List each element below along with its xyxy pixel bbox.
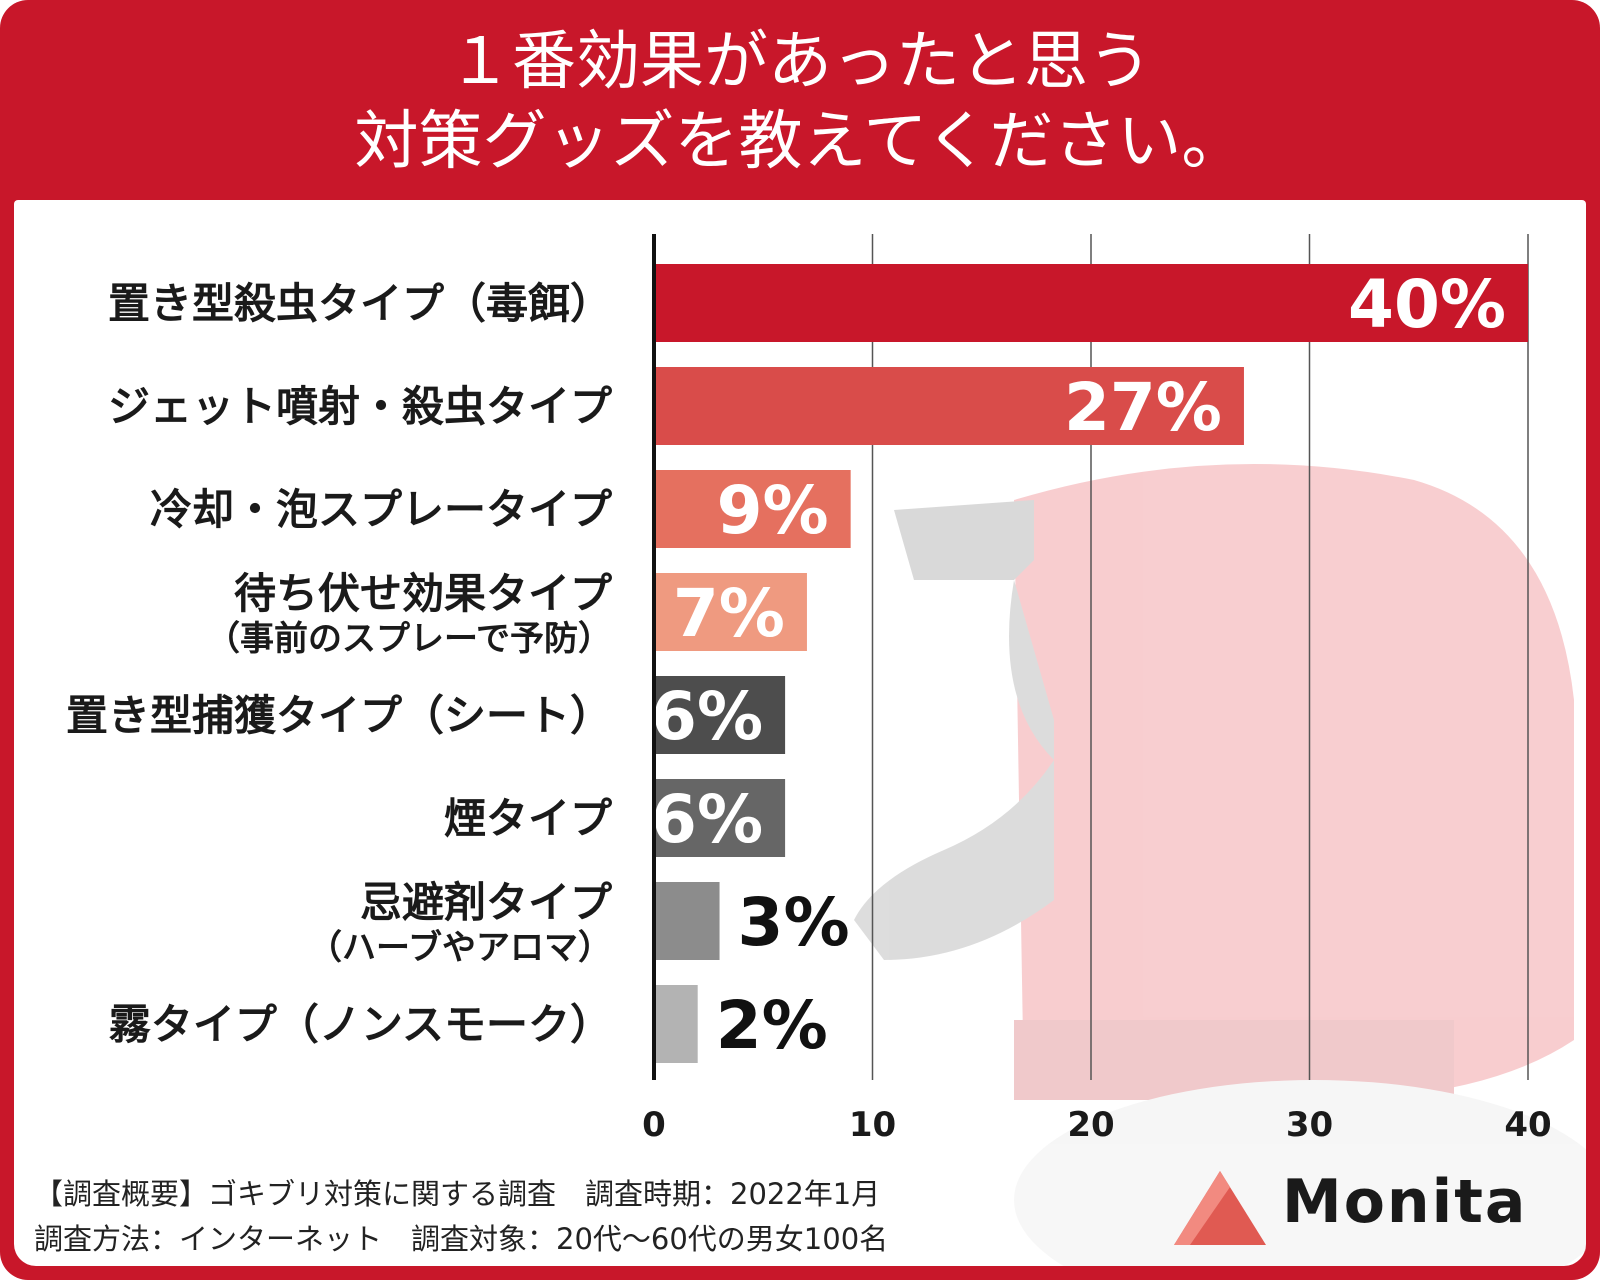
spray-bottle-illustration [854,464,1586,1266]
survey-method-line: 調査方法：インターネット 調査対象：20代〜60代の男女100名 [34,1222,889,1256]
value-label: 40% [1348,266,1506,343]
category-sublabel: （ハーブやアロマ） [308,928,612,968]
category-label: 待ち伏せ効果タイプ [234,569,612,618]
category-label: 置き型捕獲タイプ（シート） [66,691,612,740]
value-label: 2% [716,987,828,1064]
brand-logo: Monita [1160,1163,1570,1253]
category-label: 忌避剤タイプ [360,878,612,927]
bar [654,573,807,651]
bar [654,264,1528,342]
chart-panel: 0 10 20 30 40 置き型殺虫タイプ（毒餌） 40% ジェット噴射・殺虫タイプ 27% 冷… [14,200,1586,1266]
category-label: 置き型殺虫タイプ（毒餌） [108,279,612,328]
value-label: 6% [651,781,763,858]
value-label: 9% [717,472,829,549]
brand-name: Monita [1282,1167,1528,1237]
chart-title: １番効果があったと思う 対策グッズを教えてください。 [354,25,1246,179]
x-tick-label: 40 [1504,1105,1551,1145]
x-tick-label: 20 [1067,1105,1114,1145]
x-tick-label: 10 [849,1105,896,1145]
category-label: 煙タイプ [444,794,612,843]
bar-chart: 0 10 20 30 40 置き型殺虫タイプ（毒餌） 40% ジェット噴射・殺虫タイプ 27% 冷… [66,234,1552,1145]
bar [654,367,1244,445]
bar [654,985,698,1063]
x-tick-label: 0 [642,1105,666,1145]
bar [654,779,786,857]
triangle-logo-icon [1174,1171,1266,1245]
survey-summary-line: 【調査概要】ゴキブリ対策に関する調査 調査時期：2022年1月 [34,1177,881,1211]
category-label: ジェット噴射・殺虫タイプ [108,382,612,431]
category-label: 霧タイプ（ノンスモーク） [109,1000,612,1049]
bar [654,676,786,754]
x-tick-label: 30 [1286,1105,1333,1145]
value-label: 6% [651,678,763,755]
value-label: 7% [673,575,785,652]
value-label: 27% [1064,369,1222,446]
bar [654,470,851,548]
value-label: 3% [738,884,850,961]
category-sublabel: （事前のスプレーで予防） [206,619,612,659]
bar [654,882,720,960]
category-label: 冷却・泡スプレータイプ [150,485,612,534]
